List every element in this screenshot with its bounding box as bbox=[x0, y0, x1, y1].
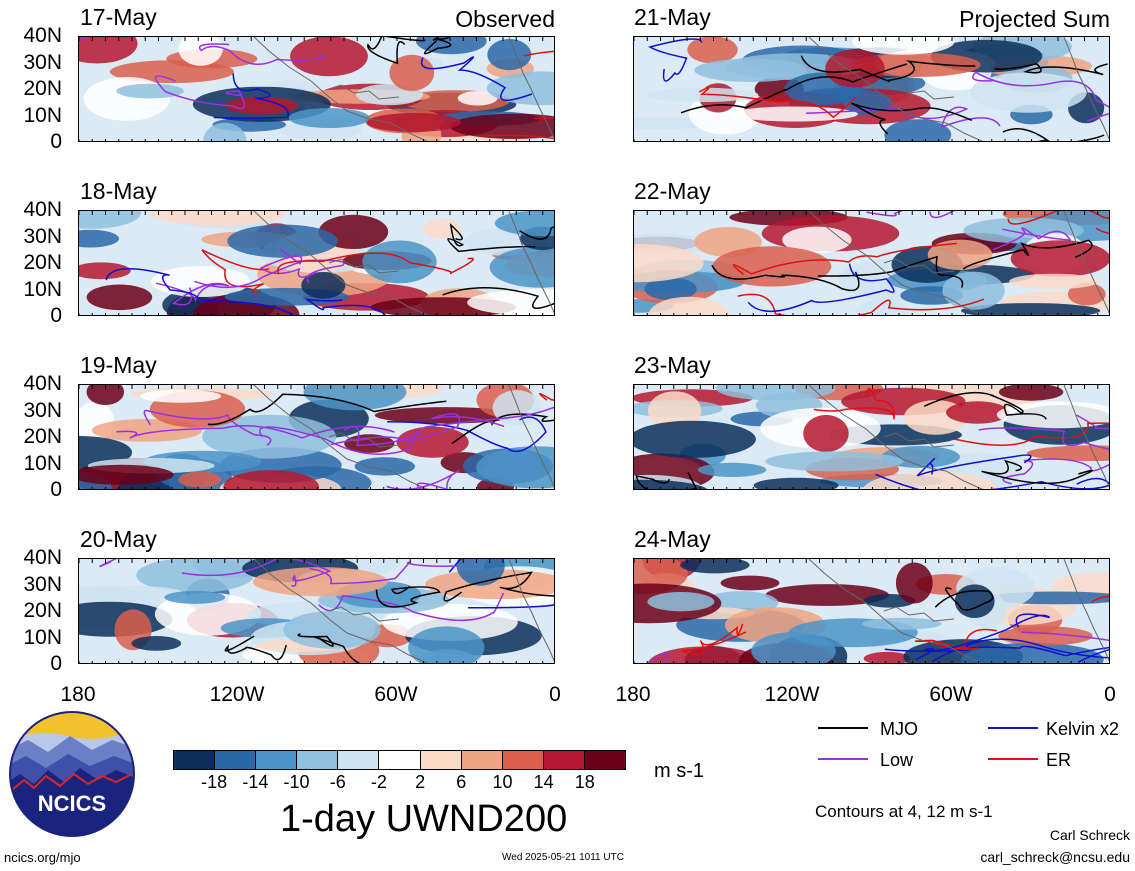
footer-timestamp: Wed 2025-05-21 1011 UTC bbox=[502, 852, 624, 863]
lat-label: 0 bbox=[50, 130, 62, 153]
uwnd-field-map bbox=[634, 211, 1109, 315]
panel-date-label: 18-May bbox=[80, 178, 157, 204]
uwnd-field-map bbox=[79, 559, 554, 663]
colorbar-tick-label: 10 bbox=[492, 772, 513, 792]
lat-label: 30N bbox=[23, 224, 62, 248]
lon-label: 180 bbox=[615, 683, 651, 706]
lat-label: 30N bbox=[23, 398, 62, 422]
colorbar-tick-label: 2 bbox=[415, 772, 426, 792]
colorbar-unit: m s-1 bbox=[654, 760, 704, 782]
lon-label: 120W bbox=[764, 683, 820, 706]
lat-label: 20N bbox=[23, 251, 62, 274]
lon-label: 0 bbox=[549, 683, 561, 706]
colorbar-tick-label: 18 bbox=[574, 772, 595, 792]
map-panel-20-may bbox=[78, 558, 555, 664]
colorbar bbox=[173, 750, 626, 770]
map-panel-23-may bbox=[633, 384, 1110, 490]
colorbar-cell bbox=[174, 751, 215, 769]
lat-label: 0 bbox=[50, 478, 62, 501]
footer-url: ncics.org/mjo bbox=[4, 850, 81, 865]
map-panel-19-may bbox=[78, 384, 555, 490]
lat-label: 0 bbox=[50, 652, 62, 675]
colorbar-cell bbox=[296, 751, 338, 769]
lat-label: 20N bbox=[23, 425, 62, 448]
panel-date-label: 20-May bbox=[80, 526, 157, 552]
colorbar-cell bbox=[542, 751, 584, 769]
legend-line-kelvin bbox=[988, 727, 1038, 729]
panel-date-label: 24-May bbox=[634, 526, 711, 552]
footer-author: Carl Schreck bbox=[1049, 827, 1130, 843]
uwnd-field-map bbox=[79, 385, 554, 489]
lon-label: 180 bbox=[60, 683, 96, 706]
map-panel-21-may bbox=[633, 36, 1110, 142]
colorbar-tick-label: 6 bbox=[456, 772, 467, 792]
lat-label: 40N bbox=[23, 24, 62, 47]
colorbar-tick-label: 14 bbox=[533, 772, 554, 792]
map-panel-24-may bbox=[633, 558, 1110, 664]
colorbar-cell bbox=[378, 751, 420, 769]
colorbar-cell bbox=[255, 751, 297, 769]
colorbar-tick-label: -18 bbox=[201, 772, 228, 792]
lon-label: 0 bbox=[1104, 683, 1116, 706]
lat-label: 0 bbox=[50, 304, 62, 327]
panel-corner-label: Observed bbox=[455, 6, 555, 32]
lat-label: 20N bbox=[23, 77, 62, 100]
colorbar-cell bbox=[337, 751, 379, 769]
lat-label: 10N bbox=[23, 451, 62, 475]
lon-label: 60W bbox=[929, 683, 973, 706]
legend-line-mjo bbox=[818, 727, 868, 729]
panel-date-label: 22-May bbox=[634, 178, 711, 204]
map-panel-22-may bbox=[633, 210, 1110, 316]
uwnd-field-map bbox=[634, 37, 1109, 141]
legend-label-low: Low bbox=[880, 750, 914, 770]
logo-text: NCICS bbox=[38, 791, 106, 816]
lat-label: 30N bbox=[23, 572, 62, 596]
colorbar-cell bbox=[501, 751, 543, 769]
uwnd-field-map bbox=[634, 559, 1109, 663]
map-panel-17-may bbox=[78, 36, 555, 142]
legend-line-er bbox=[988, 758, 1038, 760]
map-panel-18-may bbox=[78, 210, 555, 316]
colorbar-cell bbox=[583, 751, 626, 769]
colorbar-cell bbox=[214, 751, 256, 769]
lon-label: 60W bbox=[374, 683, 418, 706]
lat-label: 10N bbox=[23, 277, 62, 301]
lat-label: 10N bbox=[23, 103, 62, 127]
lat-label: 40N bbox=[23, 372, 62, 395]
panel-date-label: 19-May bbox=[80, 352, 157, 378]
lat-label: 10N bbox=[23, 625, 62, 649]
legend-label-kelvin: Kelvin x2 bbox=[1046, 719, 1120, 739]
uwnd-field-map bbox=[634, 385, 1109, 489]
colorbar-cell bbox=[460, 751, 502, 769]
colorbar-tick-label: -6 bbox=[329, 772, 346, 792]
colorbar-cell bbox=[419, 751, 461, 769]
legend-label-er: ER bbox=[1046, 750, 1072, 770]
colorbar-tick-label: -14 bbox=[242, 772, 269, 792]
legend-line-low bbox=[818, 758, 868, 760]
lat-label: 20N bbox=[23, 599, 62, 622]
panel-corner-label: Projected Sum bbox=[959, 6, 1110, 32]
figure-title: 1-day UWND200 bbox=[280, 798, 568, 840]
contours-note: Contours at 4, 12 m s-1 bbox=[815, 802, 993, 821]
panel-date-label: 21-May bbox=[634, 4, 711, 30]
uwnd-field-map bbox=[79, 37, 554, 141]
colorbar-tick-label: -2 bbox=[370, 772, 387, 792]
legend-label-mjo: MJO bbox=[880, 719, 918, 739]
panel-date-label: 17-May bbox=[80, 4, 157, 30]
ncics-logo: NCICS bbox=[9, 711, 135, 837]
lon-label: 120W bbox=[209, 683, 265, 706]
lat-label: 40N bbox=[23, 198, 62, 221]
panel-date-label: 23-May bbox=[634, 352, 711, 378]
lat-label: 40N bbox=[23, 546, 62, 569]
lat-label: 30N bbox=[23, 50, 62, 74]
uwnd-field-map bbox=[79, 211, 554, 315]
footer-email: carl_schreck@ncsu.edu bbox=[980, 849, 1130, 865]
colorbar-tick-label: -10 bbox=[283, 772, 310, 792]
